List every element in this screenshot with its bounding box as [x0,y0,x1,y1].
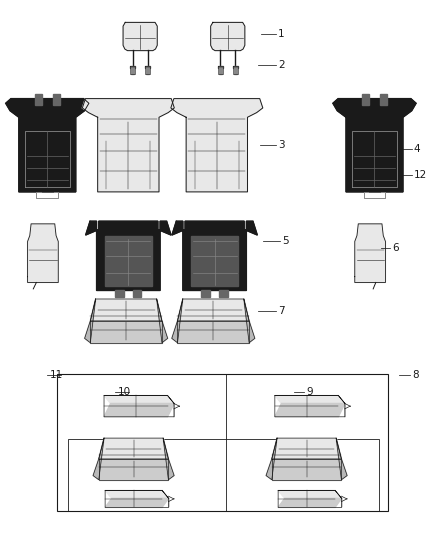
Polygon shape [145,66,150,68]
Polygon shape [104,395,174,403]
Polygon shape [99,438,168,459]
Polygon shape [333,99,416,192]
Polygon shape [115,290,124,297]
Polygon shape [171,99,263,192]
Polygon shape [177,321,249,343]
Polygon shape [53,94,60,105]
Polygon shape [278,490,342,498]
Text: 9: 9 [307,387,313,397]
Polygon shape [105,237,152,286]
Polygon shape [172,299,183,343]
Polygon shape [177,299,249,321]
Polygon shape [105,498,169,507]
Polygon shape [355,224,385,282]
Text: 4: 4 [414,144,420,154]
Text: 12: 12 [414,170,427,180]
Polygon shape [275,395,345,403]
Text: 1: 1 [278,29,285,38]
Text: 2: 2 [278,60,285,70]
Polygon shape [35,94,42,105]
Polygon shape [191,237,238,286]
Polygon shape [244,299,255,343]
Polygon shape [99,459,168,480]
Polygon shape [6,99,89,192]
Polygon shape [211,22,245,51]
Polygon shape [201,290,210,297]
Text: 6: 6 [392,243,399,253]
Polygon shape [234,68,237,74]
Polygon shape [272,438,342,459]
Text: 7: 7 [278,306,285,316]
Text: 10: 10 [117,387,131,397]
Polygon shape [233,66,238,68]
Polygon shape [131,68,134,74]
Polygon shape [90,299,162,321]
Polygon shape [163,438,174,480]
Text: 5: 5 [283,236,289,246]
Polygon shape [28,224,58,282]
Polygon shape [133,290,141,297]
Polygon shape [93,438,104,480]
Polygon shape [172,221,257,290]
Polygon shape [82,99,174,192]
Polygon shape [146,68,149,74]
Text: 3: 3 [278,140,285,150]
Polygon shape [90,321,162,343]
Polygon shape [105,490,169,498]
Polygon shape [275,403,345,417]
Polygon shape [219,290,228,297]
Polygon shape [266,438,277,480]
Polygon shape [219,68,222,74]
Polygon shape [85,299,95,343]
Polygon shape [157,299,168,343]
Polygon shape [123,22,157,51]
Text: 11: 11 [49,370,63,380]
Polygon shape [104,403,174,417]
Polygon shape [272,459,342,480]
Polygon shape [380,94,387,105]
Polygon shape [336,438,347,480]
Polygon shape [218,66,223,68]
Polygon shape [362,94,369,105]
Bar [68,439,379,511]
Polygon shape [278,498,342,507]
Polygon shape [130,66,135,68]
Polygon shape [85,221,171,290]
Bar [57,374,388,511]
Text: 8: 8 [413,370,419,380]
